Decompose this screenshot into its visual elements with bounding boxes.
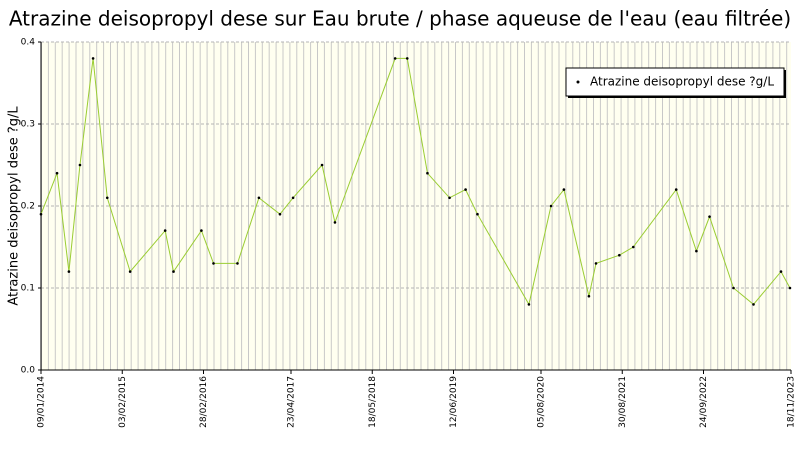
x-tick-label: 18/11/2023 [787,376,797,428]
data-point [779,270,783,273]
x-tick-label: 03/02/2015 [118,376,128,428]
data-point [732,286,735,290]
data-point [618,253,621,257]
data-point [527,303,531,306]
data-point [236,262,239,265]
data-point [278,212,282,216]
data-point [695,249,698,253]
data-point [464,188,467,191]
legend [565,67,785,97]
data-point [128,270,132,273]
data-point [91,57,95,60]
x-tick-label: 24/09/2022 [699,376,709,428]
data-point [163,229,167,232]
y-tick-label: 0.4 [21,38,36,48]
y-tick-label: 0.2 [21,202,35,212]
data-point [67,270,71,273]
y-tick-label: 0.1 [21,284,35,294]
x-tick-label: 18/05/2018 [368,376,378,428]
data-point [426,171,429,175]
data-point [549,204,553,208]
data-point [257,196,261,200]
x-tick-label: 12/06/2019 [449,376,459,428]
x-tick-label: 30/08/2021 [618,376,628,428]
data-point [752,303,755,306]
data-point [172,270,175,273]
data-point [594,262,598,265]
data-point [393,57,397,60]
legend-label: Atrazine deisopropyl dese ?g/L [590,75,774,89]
data-point [55,171,59,175]
x-tick-label: 23/04/2017 [287,376,297,428]
x-tick-label: 09/01/2014 [37,376,47,428]
data-point [674,188,678,191]
data-point [291,196,295,200]
y-tick-label: 0.3 [21,120,35,130]
data-point [562,188,566,191]
data-point [105,196,109,200]
data-point [333,221,337,224]
data-point [476,212,479,216]
y-axis-label: Atrazine deisopropyl dese ?g/L [7,106,22,306]
data-point [587,294,591,298]
data-point [320,163,324,167]
data-point [78,163,82,167]
data-point [631,245,635,249]
chart-title: Atrazine deisopropyl dese sur Eau brute … [9,7,791,31]
legend-marker [576,80,580,84]
data-point [212,262,215,265]
data-point [39,212,43,216]
y-tick-label: 0.0 [21,366,36,376]
data-point [200,229,203,232]
x-tick-label: 05/08/2020 [537,376,547,428]
data-point [788,286,792,290]
data-point [448,196,451,200]
data-point [405,57,409,60]
x-tick-label: 28/02/2016 [199,376,209,428]
data-point [708,215,711,218]
